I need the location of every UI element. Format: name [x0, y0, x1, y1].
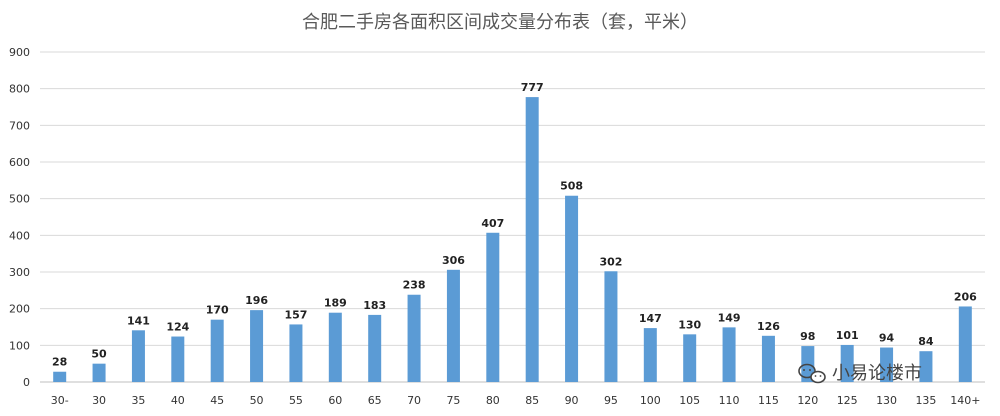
data-labels: 28 50 141 124 170 196 157 189 183 238 306 407 777 508… — [52, 81, 977, 369]
x-tick-label: 95 — [604, 394, 618, 407]
x-tick-label: 130 — [876, 394, 897, 407]
x-tick-label: 110 — [719, 394, 740, 407]
x-tick-label: 80 — [486, 394, 500, 407]
bar — [525, 97, 539, 382]
x-tick-label: 40 — [171, 394, 185, 407]
data-label: 508 — [560, 180, 583, 193]
data-label: 157 — [284, 308, 307, 321]
data-label: 141 — [127, 314, 150, 327]
x-tick-label: 125 — [837, 394, 858, 407]
bar — [486, 232, 500, 382]
data-label: 302 — [599, 255, 622, 268]
x-tick-label: 50 — [250, 394, 264, 407]
watermark: 小易论楼市 — [798, 363, 922, 384]
x-tick-label: 140+ — [950, 394, 980, 407]
bar — [92, 363, 106, 382]
grid-lines — [40, 51, 985, 383]
bar — [171, 336, 185, 382]
x-tick-label: 30- — [51, 394, 69, 407]
x-tick-label: 100 — [640, 394, 661, 407]
x-tick-label: 135 — [915, 394, 936, 407]
y-tick-label: 300 — [9, 266, 30, 279]
bar — [643, 328, 657, 382]
bar — [565, 195, 579, 382]
data-label: 50 — [91, 348, 107, 361]
bars — [53, 97, 972, 382]
bar — [761, 335, 775, 382]
bar — [722, 327, 736, 382]
chart-title: 合肥二手房各面积区间成交量分布表（套，平米） — [302, 12, 698, 33]
y-tick-label: 700 — [9, 119, 30, 132]
x-tick-label: 65 — [368, 394, 382, 407]
wechat-icon — [798, 363, 826, 384]
bar — [407, 294, 421, 382]
y-tick-label: 600 — [9, 156, 30, 169]
bar — [683, 334, 697, 382]
bar — [880, 347, 894, 382]
data-label: 170 — [206, 304, 229, 317]
bar — [328, 312, 342, 382]
x-tick-label: 30 — [92, 394, 106, 407]
bar — [958, 306, 972, 382]
x-tick-label: 90 — [565, 394, 579, 407]
bar — [131, 330, 145, 382]
data-label: 84 — [918, 335, 934, 348]
data-label: 124 — [166, 321, 189, 334]
bar — [919, 351, 933, 382]
y-tick-label: 500 — [9, 193, 30, 206]
data-label: 126 — [757, 320, 780, 333]
bar — [368, 314, 382, 382]
x-tick-label: 60 — [328, 394, 342, 407]
bar — [289, 324, 303, 382]
x-tick-label: 85 — [525, 394, 539, 407]
bar — [840, 344, 854, 382]
x-tick-label: 70 — [407, 394, 421, 407]
data-label: 189 — [324, 297, 347, 310]
y-tick-label: 0 — [23, 376, 30, 389]
x-tick-label: 45 — [210, 394, 224, 407]
bar — [53, 371, 67, 382]
bar — [446, 269, 460, 382]
y-tick-label: 800 — [9, 83, 30, 96]
y-tick-label: 200 — [9, 303, 30, 316]
data-label: 98 — [800, 330, 815, 343]
x-tick-label: 105 — [679, 394, 700, 407]
y-axis-ticks: 0 100 200 300 400 500 600 700 800 900 — [9, 46, 30, 389]
data-label: 183 — [363, 299, 386, 312]
data-label: 407 — [481, 217, 504, 230]
data-label: 101 — [836, 329, 859, 342]
y-tick-label: 900 — [9, 46, 30, 59]
y-tick-label: 400 — [9, 229, 30, 242]
data-label: 206 — [954, 290, 977, 303]
watermark-text: 小易论楼市 — [832, 363, 922, 384]
data-label: 149 — [718, 311, 741, 324]
data-label: 238 — [403, 279, 426, 292]
bar — [604, 271, 618, 382]
x-tick-label: 115 — [758, 394, 779, 407]
data-label: 94 — [879, 332, 895, 345]
x-tick-label: 75 — [446, 394, 460, 407]
x-tick-label: 35 — [131, 394, 145, 407]
data-label: 130 — [678, 318, 701, 331]
x-tick-label: 120 — [797, 394, 818, 407]
bar — [250, 310, 264, 382]
x-tick-label: 55 — [289, 394, 303, 407]
bar — [210, 319, 224, 382]
data-label: 196 — [245, 294, 268, 307]
x-axis-ticks: 30- 30 35 40 45 50 55 60 65 70 75 80 85 90 95 100 105 110… — [51, 394, 981, 407]
data-label: 147 — [639, 312, 662, 325]
data-label: 306 — [442, 254, 465, 267]
data-label: 777 — [521, 81, 544, 94]
y-tick-label: 100 — [9, 339, 30, 352]
data-label: 28 — [52, 356, 67, 369]
